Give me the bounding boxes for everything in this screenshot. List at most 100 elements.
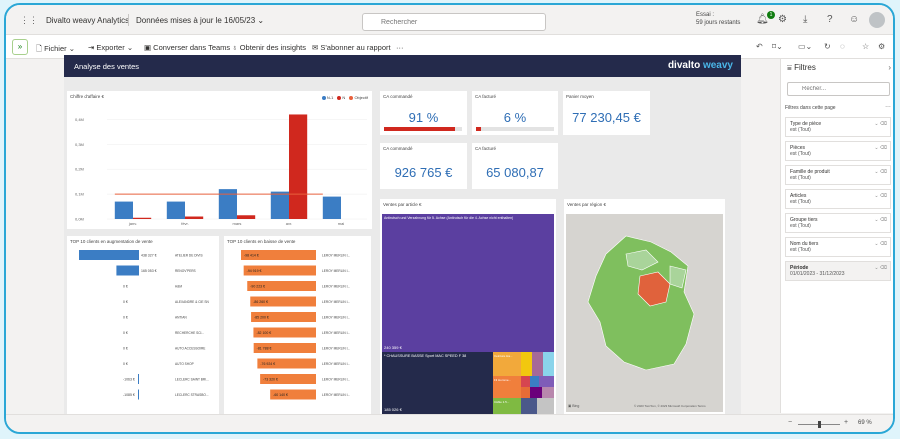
map-region-france[interactable]	[587, 235, 695, 371]
x-tick-label: avr.	[286, 221, 292, 226]
revenue-chart-card[interactable]: Chiffre d'affaire € N-1 N Objectif 0,0M 0…	[67, 91, 372, 229]
filter-card[interactable]: Groupe tiers est (Tout) ⌄ ⌫	[785, 213, 891, 233]
treemap-tile[interactable]: Ceinture Ha...	[493, 352, 521, 376]
zoom-in-icon[interactable]: +	[844, 419, 849, 426]
undo-icon[interactable]: ↶	[756, 42, 763, 51]
help-icon[interactable]: ?	[827, 14, 833, 25]
filter-card[interactable]: Pièces est (Tout) ⌄ ⌫	[785, 141, 891, 161]
teams-button[interactable]: ▣ Converser dans Teams	[144, 43, 231, 52]
filter-expand-icon[interactable]: ⌄ ⌫	[874, 265, 887, 271]
filter-expand-icon[interactable]: ⌄ ⌫	[874, 241, 887, 247]
search-input[interactable]	[362, 13, 546, 31]
filter-expand-icon[interactable]: ⌄ ⌫	[874, 193, 887, 199]
treemap-tile-second[interactable]: * CHAUSSURE BASSE Sport MAC SPEED F 38 1…	[382, 352, 493, 414]
bar	[270, 389, 316, 400]
insights-button[interactable]: ♁ Obtenir des insights	[232, 43, 307, 52]
filter-card[interactable]: Articles est (Tout) ⌄ ⌫	[785, 189, 891, 209]
app-launcher-icon[interactable]: ⋮⋮	[20, 15, 38, 25]
view-icon[interactable]: ▭⌄	[798, 42, 813, 51]
more-options-icon[interactable]: …	[885, 103, 891, 109]
kpi-ca-commande[interactable]: CA commandé 926 765 €	[380, 143, 467, 189]
brand-logo: divalto weavy	[668, 60, 733, 71]
settings-icon[interactable]: ⚙	[878, 42, 886, 51]
export-menu[interactable]: ⇥ Exporter ⌄	[88, 43, 134, 52]
trial-info: Essai : 59 jours restants	[696, 11, 740, 27]
zoom-level[interactable]: 69 %	[858, 420, 872, 426]
comment-icon[interactable]: ◌	[840, 42, 845, 51]
legend-objectif-icon	[349, 95, 354, 100]
treemap-tile-big[interactable]: Antirutsch und Verzahnung für 5. Achse (…	[382, 214, 554, 352]
bar-value-label: 0 €	[123, 331, 128, 335]
download-icon[interactable]: ⤓	[803, 14, 808, 25]
treemap-tile[interactable]: Câble 1.5...	[493, 398, 521, 414]
treemap-tile[interactable]	[539, 376, 554, 387]
subscribe-button[interactable]: ✉ S'abonner au rapport	[312, 43, 391, 52]
kpi-value: 77 230,45 €	[572, 110, 641, 125]
map-card[interactable]: Ventes par région € ▣ Bing © 2023 TomTom…	[564, 199, 725, 415]
favorite-icon[interactable]: ☆	[862, 42, 870, 51]
top10-up-card[interactable]: TOP 10 clients en augmentation de vente …	[67, 236, 219, 415]
category-label: LEROY MERLIN I...	[322, 269, 350, 273]
treemap-tile[interactable]	[521, 387, 530, 398]
legend-n1: N-1	[326, 95, 334, 100]
file-menu[interactable]: 🗋 Fichier ⌄	[36, 44, 76, 53]
expand-nav-icon[interactable]: »	[12, 39, 28, 55]
kpi-value: 6 %	[503, 110, 527, 125]
kpi-value: 926 765 €	[394, 165, 453, 180]
kpi-ca-facture[interactable]: CA facturé 65 080,87	[472, 143, 558, 189]
app-title[interactable]: Divalto weavy Analytics	[46, 16, 130, 25]
treemap-tile[interactable]: Fil Homme...	[493, 376, 521, 398]
filter-expand-icon[interactable]: ⌄ ⌫	[874, 121, 887, 127]
filter-value: est (Tout)	[790, 223, 811, 229]
refresh-icon[interactable]: ↻	[824, 42, 831, 51]
treemap-tile[interactable]	[543, 352, 554, 376]
x-tick-label: mai	[338, 221, 345, 226]
kpi-title: CA facturé	[475, 146, 497, 151]
gear-icon[interactable]: ⚙	[778, 14, 787, 25]
filter-card[interactable]: Famille de produit est (Tout) ⌄ ⌫	[785, 165, 891, 185]
filter-expand-icon[interactable]: ⌄ ⌫	[874, 169, 887, 175]
filter-card-periode[interactable]: Période 01/01/2023 - 31/12/2023 ⌄ ⌫	[785, 261, 891, 281]
category-label: LEROY MERLIN I...	[322, 300, 350, 304]
france-map[interactable]: ▣ Bing © 2023 TomTom, © 2023 Microsoft C…	[566, 214, 723, 412]
filter-name: Pièces	[790, 145, 806, 151]
map-region-highlight[interactable]	[637, 271, 671, 307]
x-tick-label: mars	[233, 221, 242, 226]
filter-name: Groupe tiers	[790, 217, 818, 223]
subscribe-label: S'abonner au rapport	[320, 43, 391, 52]
map-region[interactable]	[669, 265, 687, 289]
bar-n1	[166, 201, 185, 219]
filter-expand-icon[interactable]: ⌄ ⌫	[874, 217, 887, 223]
collapse-pane-icon[interactable]: ›	[888, 63, 891, 72]
map-region[interactable]	[625, 249, 659, 271]
kpi-ca-facture-pct[interactable]: CA facturé 6 %	[472, 91, 558, 135]
filter-search-input[interactable]	[787, 82, 890, 96]
treemap-tile[interactable]	[521, 352, 532, 376]
y-tick-label: 0,3M	[75, 142, 84, 147]
treemap-tile[interactable]	[521, 376, 530, 387]
treemap-tile[interactable]	[542, 387, 554, 398]
kpi-ca-commande-pct[interactable]: CA commandé 91 %	[380, 91, 467, 135]
treemap-tile[interactable]	[532, 352, 543, 376]
filter-card[interactable]: Nom du tiers est (Tout) ⌄ ⌫	[785, 237, 891, 257]
bookmark-icon[interactable]: ⌑⌄	[772, 42, 783, 51]
bell-icon[interactable]: 🔔︎	[756, 14, 769, 25]
more-button[interactable]: ···	[396, 43, 404, 52]
category-label: ALEXANDRE & CIE SN	[175, 300, 210, 304]
filter-card[interactable]: Type de pièce est (Tout) ⌄ ⌫	[785, 117, 891, 137]
data-refresh-info[interactable]: Données mises à jour le 16/05/23 ⌄	[136, 16, 265, 25]
treemap-card[interactable]: Ventes par article € Antirutsch und Verz…	[380, 199, 556, 415]
zoom-slider-handle[interactable]	[818, 421, 821, 428]
export-label: Exporter	[96, 43, 125, 52]
treemap-tile[interactable]	[537, 398, 554, 414]
kpi-panier-moyen[interactable]: Panier moyen 77 230,45 €	[563, 91, 650, 135]
teams-label: Converser dans Teams	[153, 43, 231, 52]
zoom-out-icon[interactable]: −	[788, 419, 793, 426]
avatar[interactable]	[869, 12, 885, 28]
filter-expand-icon[interactable]: ⌄ ⌫	[874, 145, 887, 151]
feedback-icon[interactable]: ☺	[849, 14, 860, 25]
top10-down-card[interactable]: TOP 10 clients en baisse de vente -98 41…	[224, 236, 371, 415]
treemap-tile[interactable]	[521, 398, 537, 414]
treemap-tile[interactable]	[530, 376, 539, 387]
treemap-tile[interactable]	[530, 387, 542, 398]
